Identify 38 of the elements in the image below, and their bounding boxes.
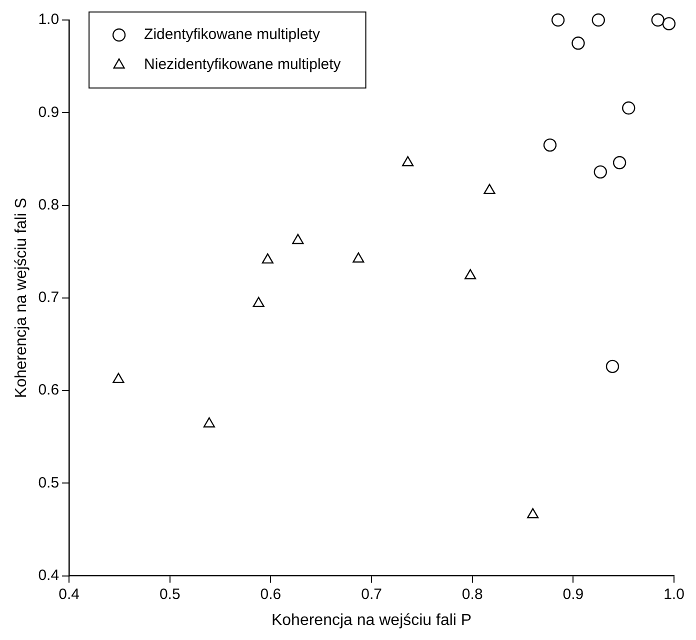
point <box>352 252 364 263</box>
point <box>662 17 676 30</box>
point <box>484 184 496 194</box>
point <box>464 269 476 280</box>
point <box>622 101 636 115</box>
legend-label: Niezidentyfikowane multiplety <box>144 56 342 74</box>
point <box>203 417 215 428</box>
point <box>112 372 124 384</box>
x-tick-label: 0.8 <box>462 586 483 603</box>
point <box>551 13 565 27</box>
y-axis-title: Koherencja na wejściu fali S <box>13 198 30 398</box>
point <box>606 360 620 374</box>
y-tick-label: 1.0 <box>38 11 60 28</box>
point <box>402 156 414 166</box>
point <box>262 253 274 264</box>
y-tick-label: 0.8 <box>38 196 60 214</box>
x-tick-label: 0.5 <box>159 586 180 603</box>
y-tick-label: 0.4 <box>38 566 60 584</box>
point <box>252 296 264 308</box>
y-tick-label: 0.6 <box>38 382 60 399</box>
point <box>543 138 557 152</box>
point <box>572 36 585 50</box>
x-tick-label: 0.4 <box>58 586 80 603</box>
y-tick-label: 0.7 <box>38 289 60 306</box>
x-tick-label: 0.9 <box>562 586 584 603</box>
y-tick-label: 0.5 <box>38 474 60 492</box>
point <box>612 156 626 170</box>
x-tick-label: 0.6 <box>260 586 282 603</box>
x-tick-label: 0.7 <box>361 586 382 603</box>
point <box>292 234 304 244</box>
y-tick-label: 0.9 <box>38 104 60 121</box>
point <box>527 508 539 518</box>
x-axis-title: Koherencja na wejściu fali P <box>271 612 472 629</box>
x-tick-label: 1.0 <box>664 586 684 603</box>
point <box>594 165 607 179</box>
point <box>592 13 605 27</box>
point <box>651 13 664 27</box>
legend-label: Zidentyfikowane multiplety <box>144 26 320 44</box>
